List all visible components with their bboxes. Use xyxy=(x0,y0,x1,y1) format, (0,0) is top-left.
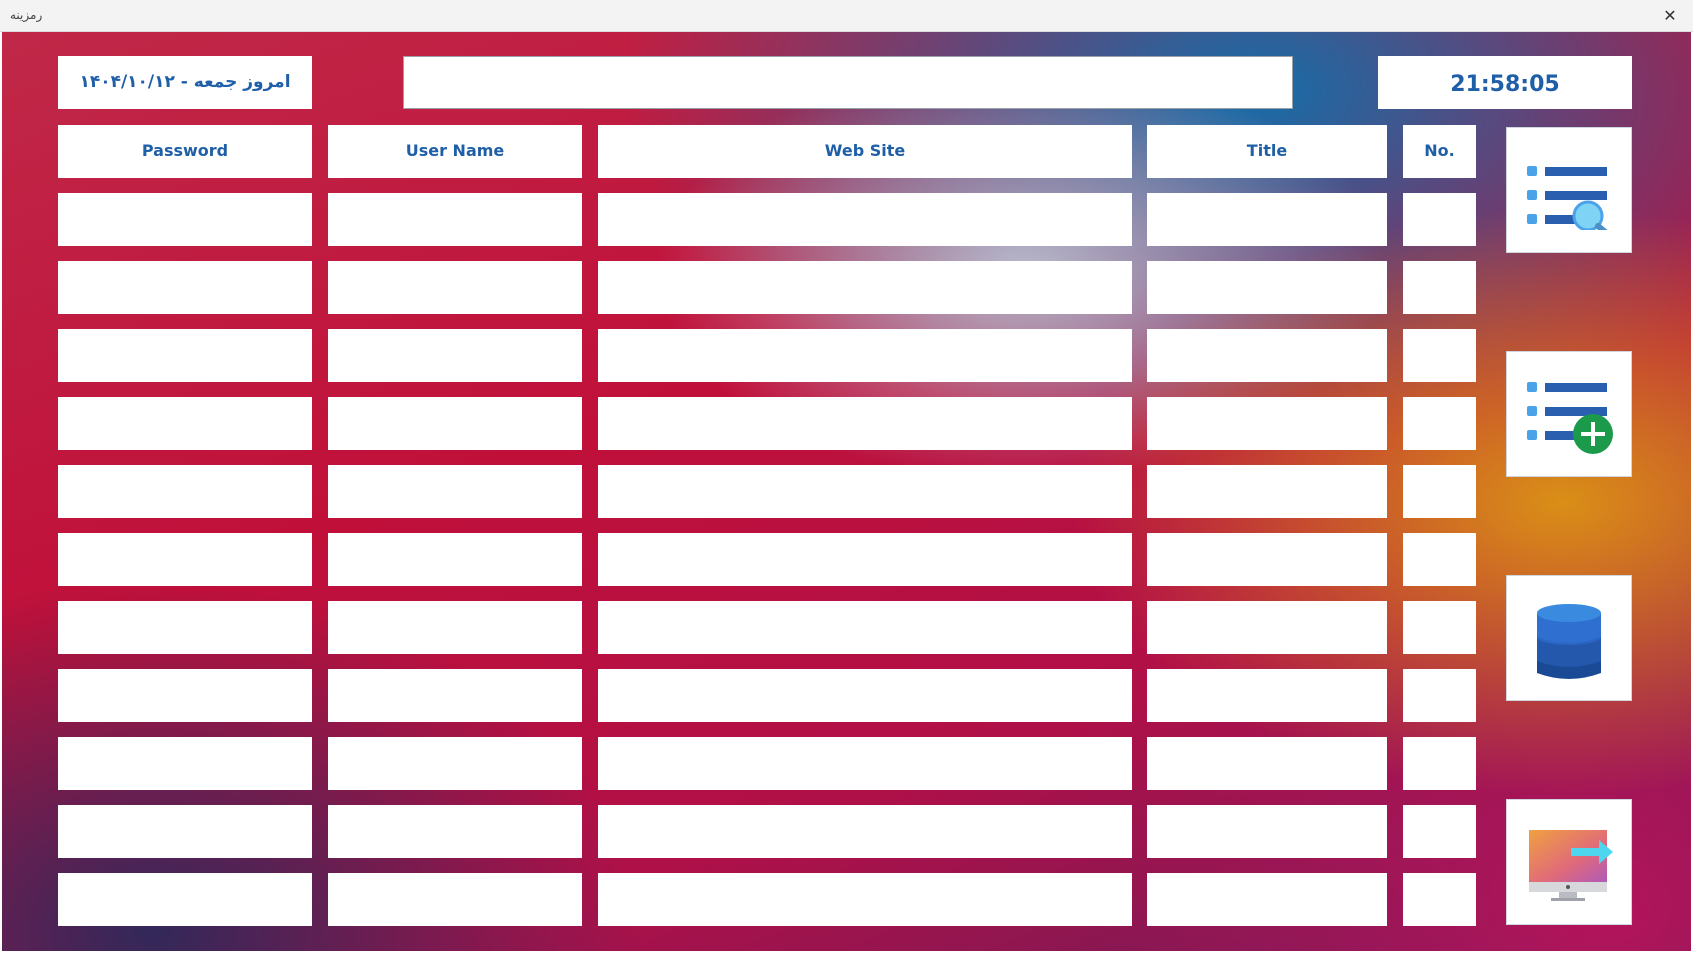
cell-username[interactable] xyxy=(328,669,582,722)
cell-username[interactable] xyxy=(328,533,582,586)
cell-website[interactable] xyxy=(598,669,1132,722)
cell-no[interactable] xyxy=(1403,329,1476,382)
cell-website[interactable] xyxy=(598,737,1132,790)
exit-button[interactable] xyxy=(1506,799,1632,925)
cell-password[interactable] xyxy=(58,465,312,518)
column-header-password: Password xyxy=(58,125,312,178)
cell-title[interactable] xyxy=(1147,329,1387,382)
cell-title[interactable] xyxy=(1147,669,1387,722)
cell-no[interactable] xyxy=(1403,669,1476,722)
title-bar: رمزینه ✕ xyxy=(0,0,1693,32)
cell-no[interactable] xyxy=(1403,873,1476,926)
monitor-exit-icon xyxy=(1529,830,1613,901)
cell-no[interactable] xyxy=(1403,261,1476,314)
close-icon[interactable]: ✕ xyxy=(1663,6,1677,25)
cell-username[interactable] xyxy=(328,873,582,926)
cell-website[interactable] xyxy=(598,193,1132,246)
column-header-title: Title xyxy=(1147,125,1387,178)
search-list-button[interactable] xyxy=(1506,127,1632,253)
cell-title[interactable] xyxy=(1147,533,1387,586)
column-header-no: No. xyxy=(1403,125,1476,178)
column-header-website: Web Site xyxy=(598,125,1132,178)
database-button[interactable] xyxy=(1506,575,1632,701)
cell-username[interactable] xyxy=(328,601,582,654)
clock-display: 21:58:05 xyxy=(1378,56,1632,109)
list-search-icon xyxy=(1527,166,1608,230)
cell-username[interactable] xyxy=(328,805,582,858)
cell-website[interactable] xyxy=(598,329,1132,382)
cell-title[interactable] xyxy=(1147,465,1387,518)
cell-no[interactable] xyxy=(1403,533,1476,586)
search-input[interactable] xyxy=(403,56,1293,109)
cell-no[interactable] xyxy=(1403,397,1476,450)
cell-password[interactable] xyxy=(58,737,312,790)
list-add-icon xyxy=(1527,382,1613,454)
cell-no[interactable] xyxy=(1403,737,1476,790)
cell-no[interactable] xyxy=(1403,193,1476,246)
cell-website[interactable] xyxy=(598,533,1132,586)
cell-username[interactable] xyxy=(328,329,582,382)
cell-password[interactable] xyxy=(58,533,312,586)
cell-password[interactable] xyxy=(58,873,312,926)
cell-title[interactable] xyxy=(1147,737,1387,790)
date-display: امروز جمعه - ۱۴۰۴/۱۰/۱۲ xyxy=(58,56,312,109)
cell-password[interactable] xyxy=(58,669,312,722)
cell-password[interactable] xyxy=(58,601,312,654)
cell-website[interactable] xyxy=(598,465,1132,518)
cell-title[interactable] xyxy=(1147,601,1387,654)
cell-website[interactable] xyxy=(598,805,1132,858)
cell-title[interactable] xyxy=(1147,805,1387,858)
cell-password[interactable] xyxy=(58,397,312,450)
cell-username[interactable] xyxy=(328,261,582,314)
cell-no[interactable] xyxy=(1403,465,1476,518)
main-canvas: امروز جمعه - ۱۴۰۴/۱۰/۱۲ 21:58:05 Passwor… xyxy=(2,32,1691,951)
cell-title[interactable] xyxy=(1147,873,1387,926)
column-header-username: User Name xyxy=(328,125,582,178)
cell-username[interactable] xyxy=(328,193,582,246)
cell-username[interactable] xyxy=(328,737,582,790)
cell-title[interactable] xyxy=(1147,261,1387,314)
cell-website[interactable] xyxy=(598,873,1132,926)
add-entry-button[interactable] xyxy=(1506,351,1632,477)
cell-title[interactable] xyxy=(1147,397,1387,450)
cell-website[interactable] xyxy=(598,397,1132,450)
cell-password[interactable] xyxy=(58,329,312,382)
cell-username[interactable] xyxy=(328,465,582,518)
cell-password[interactable] xyxy=(58,261,312,314)
cell-username[interactable] xyxy=(328,397,582,450)
cell-password[interactable] xyxy=(58,805,312,858)
window-title: رمزینه xyxy=(10,8,43,22)
cell-no[interactable] xyxy=(1403,601,1476,654)
cell-title[interactable] xyxy=(1147,193,1387,246)
cell-website[interactable] xyxy=(598,601,1132,654)
cell-no[interactable] xyxy=(1403,805,1476,858)
cell-website[interactable] xyxy=(598,261,1132,314)
cell-password[interactable] xyxy=(58,193,312,246)
database-icon xyxy=(1537,604,1601,679)
